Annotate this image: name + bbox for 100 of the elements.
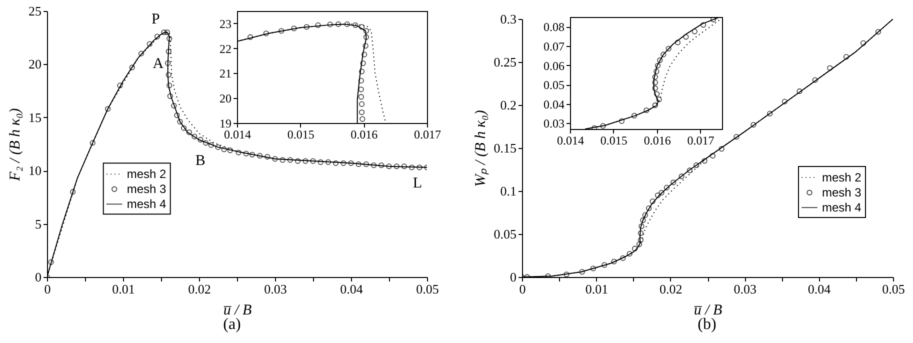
x-tick-label: 0.04 [340, 282, 364, 296]
point [48, 259, 54, 265]
y-tick-label: 0.1 [500, 184, 516, 198]
point [166, 82, 172, 88]
point [280, 157, 286, 163]
x-tick-label: 0.015 [287, 128, 314, 142]
point [227, 148, 233, 154]
point [394, 164, 400, 170]
point [664, 184, 670, 190]
point [602, 262, 608, 268]
point [631, 112, 638, 118]
point [154, 34, 160, 40]
point [782, 98, 788, 104]
y-tick-label: 5 [35, 216, 42, 232]
annotation: P [151, 11, 160, 28]
point [304, 24, 310, 30]
point [117, 82, 123, 88]
y-tick-label: 19 [220, 116, 232, 130]
point [632, 246, 638, 252]
point [174, 112, 180, 118]
point [750, 122, 756, 128]
point [249, 152, 256, 158]
point [243, 150, 249, 156]
point [287, 157, 294, 163]
x-tick-label: 0.017 [414, 128, 441, 142]
point [272, 156, 278, 162]
point [700, 22, 706, 28]
point [657, 57, 663, 64]
point [678, 174, 684, 180]
point [177, 118, 183, 124]
point [860, 40, 866, 46]
point [356, 161, 362, 168]
point [636, 242, 642, 248]
point [378, 162, 384, 168]
point [590, 266, 596, 272]
point [652, 85, 658, 92]
point [236, 150, 242, 156]
point [652, 74, 658, 80]
point [564, 272, 570, 277]
point [192, 134, 198, 140]
point [336, 21, 342, 28]
point [315, 22, 321, 28]
point [352, 22, 358, 28]
point [656, 96, 662, 102]
y-tick-label: 0.04 [544, 97, 564, 112]
point [310, 158, 316, 164]
y-tick-label: 0.08 [544, 20, 564, 34]
legend-label: mesh 3 [126, 182, 167, 196]
point [358, 78, 364, 84]
point [161, 29, 167, 36]
point [683, 34, 689, 40]
point [386, 164, 392, 170]
y-tick-label: 22 [220, 42, 232, 56]
y-tick-label: 0.15 [494, 140, 516, 156]
point [702, 158, 708, 164]
point [198, 136, 204, 143]
y-tick-label: 0.3 [500, 12, 516, 26]
point [638, 237, 644, 243]
annotation: A [152, 56, 164, 72]
point [263, 30, 269, 36]
point [650, 198, 656, 204]
point [344, 21, 350, 28]
x-tick-label: 0.017 [687, 134, 714, 148]
point [370, 162, 377, 168]
point [358, 109, 365, 116]
y-tick-label: 0 [510, 270, 516, 284]
y-axis-title: F₂ / (B h κ₀) [8, 108, 24, 182]
point [138, 50, 144, 56]
point [264, 154, 270, 160]
point [70, 189, 76, 195]
point [167, 93, 173, 99]
point [278, 28, 284, 34]
point [579, 269, 585, 275]
point [692, 28, 698, 34]
y-tick-label: 15 [28, 110, 42, 125]
point [358, 24, 365, 30]
point [302, 158, 308, 164]
point [104, 106, 111, 112]
point [638, 223, 644, 230]
point [644, 107, 650, 114]
y-tick-label: 0.06 [544, 58, 564, 73]
point [203, 140, 209, 146]
point [166, 72, 172, 78]
point [361, 52, 368, 58]
point [600, 123, 606, 129]
point [767, 110, 773, 116]
legend-label: mesh 2 [822, 170, 862, 185]
point [654, 68, 660, 74]
y-tick-label: 0.03 [544, 116, 564, 131]
point [363, 34, 370, 40]
legend-label: mesh 4 [822, 200, 862, 215]
point [401, 164, 408, 170]
x-tick-label: 0.014 [224, 128, 251, 142]
y-tick-label: 20 [28, 56, 42, 72]
legend-label: mesh 4 [126, 197, 167, 212]
point [658, 190, 664, 196]
x-tick-label: 0.014 [557, 134, 584, 148]
y-tick-label: 0.25 [494, 54, 516, 70]
point [620, 255, 626, 261]
point [358, 94, 364, 100]
